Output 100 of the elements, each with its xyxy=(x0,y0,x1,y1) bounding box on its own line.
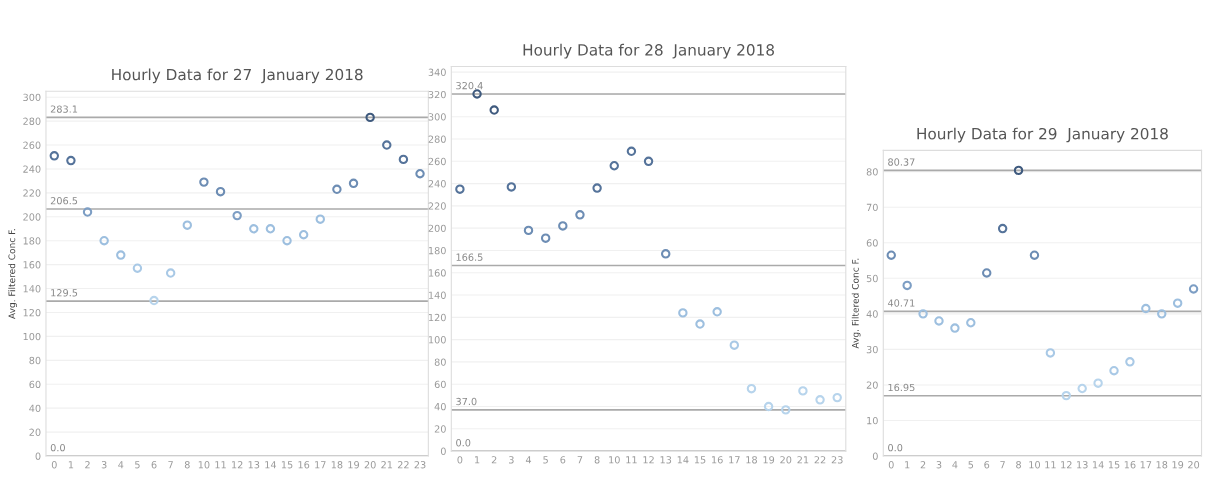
point xyxy=(729,340,740,350)
point xyxy=(99,236,109,246)
y-tick-label: 220 xyxy=(428,202,446,210)
y-tick-label: 160 xyxy=(23,261,41,269)
x-tick-label: 11 xyxy=(215,461,226,469)
ref-line-label: 206.5 xyxy=(50,197,78,205)
point xyxy=(609,161,619,171)
y-tick-label: 180 xyxy=(23,237,41,245)
x-tick-label: 13 xyxy=(1077,461,1088,469)
x-tick-label: 0 xyxy=(888,461,894,469)
point xyxy=(558,221,568,231)
point xyxy=(1157,309,1167,319)
ref-line-label: 0.0 xyxy=(50,444,65,452)
point xyxy=(506,182,517,192)
point xyxy=(832,392,842,403)
point xyxy=(315,214,325,224)
point xyxy=(489,105,499,115)
ref-line-label: 40.71 xyxy=(887,299,915,307)
x-tick-label: 22 xyxy=(397,461,409,469)
y-tick-label: 160 xyxy=(428,269,446,277)
x-tick-label: 12 xyxy=(1061,461,1072,469)
x-tick-label: 1 xyxy=(68,461,74,469)
point xyxy=(282,236,292,246)
x-tick-label: 5 xyxy=(135,461,140,469)
x-tick-label: 14 xyxy=(1092,461,1104,469)
x-tick-label: 14 xyxy=(265,461,277,469)
x-tick-label: 15 xyxy=(1108,461,1120,469)
ref-line-label: 0.0 xyxy=(888,444,903,452)
point xyxy=(1061,390,1071,401)
x-tick-label: 7 xyxy=(1000,461,1005,469)
point xyxy=(746,383,757,394)
y-tick-label: 40 xyxy=(866,310,878,318)
point xyxy=(66,155,76,166)
x-tick-label: 3 xyxy=(101,461,107,469)
point xyxy=(1172,298,1183,308)
y-tick-label: 120 xyxy=(23,308,41,317)
point xyxy=(918,309,928,319)
x-tick-label: 15 xyxy=(694,456,706,464)
point xyxy=(1013,165,1024,176)
ref-line-label: 16.95 xyxy=(888,383,915,392)
point xyxy=(82,207,93,217)
y-tick-label: 200 xyxy=(23,213,41,221)
point xyxy=(132,263,143,273)
x-tick-label: 13 xyxy=(660,456,672,464)
point xyxy=(415,169,425,179)
point xyxy=(592,183,602,193)
y-tick-label: 40 xyxy=(434,402,446,411)
y-axis-title: Avg. Filtered Conc F. xyxy=(851,258,861,349)
ref-line-label: 0.0 xyxy=(456,439,471,447)
x-tick-label: 2 xyxy=(491,456,497,464)
y-tick-label: 260 xyxy=(428,157,446,166)
x-tick-label: 11 xyxy=(626,456,637,464)
x-tick-label: 4 xyxy=(118,461,124,469)
x-tick-label: 0 xyxy=(51,461,57,469)
point xyxy=(1093,378,1103,388)
point xyxy=(232,210,242,221)
x-tick-label: 19 xyxy=(1172,461,1184,469)
y-tick-label: 280 xyxy=(428,135,446,143)
x-tick-label: 23 xyxy=(414,461,426,469)
x-tick-label: 12 xyxy=(643,456,654,464)
ref-line-label: 129.5 xyxy=(51,289,78,297)
y-tick-label: 260 xyxy=(23,141,41,149)
point xyxy=(455,184,465,194)
point xyxy=(472,89,482,99)
point xyxy=(1109,366,1119,376)
x-tick-label: 15 xyxy=(281,461,293,469)
point xyxy=(249,224,259,234)
point xyxy=(798,386,808,396)
x-tick-label: 3 xyxy=(936,461,942,469)
point xyxy=(265,224,276,234)
x-tick-label: 10 xyxy=(1029,461,1040,469)
y-tick-label: 30 xyxy=(866,345,878,354)
y-tick-label: 50 xyxy=(866,274,878,283)
x-tick-label: 20 xyxy=(780,456,792,464)
x-tick-label: 4 xyxy=(525,456,532,464)
x-tick-label: 2 xyxy=(85,461,90,469)
y-tick-label: 240 xyxy=(428,180,446,188)
y-tick-label: 100 xyxy=(428,336,446,344)
x-tick-label: 21 xyxy=(381,461,393,469)
y-tick-label: 80 xyxy=(434,358,446,366)
point xyxy=(182,220,192,230)
y-tick-label: 180 xyxy=(428,246,446,255)
point xyxy=(626,146,637,156)
point xyxy=(398,154,409,165)
y-tick-label: 40 xyxy=(29,404,41,413)
ref-line-label: 80.37 xyxy=(888,158,915,166)
x-tick-label: 16 xyxy=(712,456,723,464)
point xyxy=(523,225,534,236)
point xyxy=(540,233,551,243)
x-tick-label: 8 xyxy=(594,456,600,464)
x-tick-label: 13 xyxy=(248,461,260,469)
x-tick-label: 19 xyxy=(763,456,775,464)
point xyxy=(902,280,912,291)
point xyxy=(575,210,585,220)
point xyxy=(382,140,392,150)
point xyxy=(215,186,226,197)
point xyxy=(365,112,375,123)
point xyxy=(695,319,705,329)
chart-title: Hourly Data for 29 January 2018 xyxy=(917,127,1168,143)
point xyxy=(934,316,944,326)
